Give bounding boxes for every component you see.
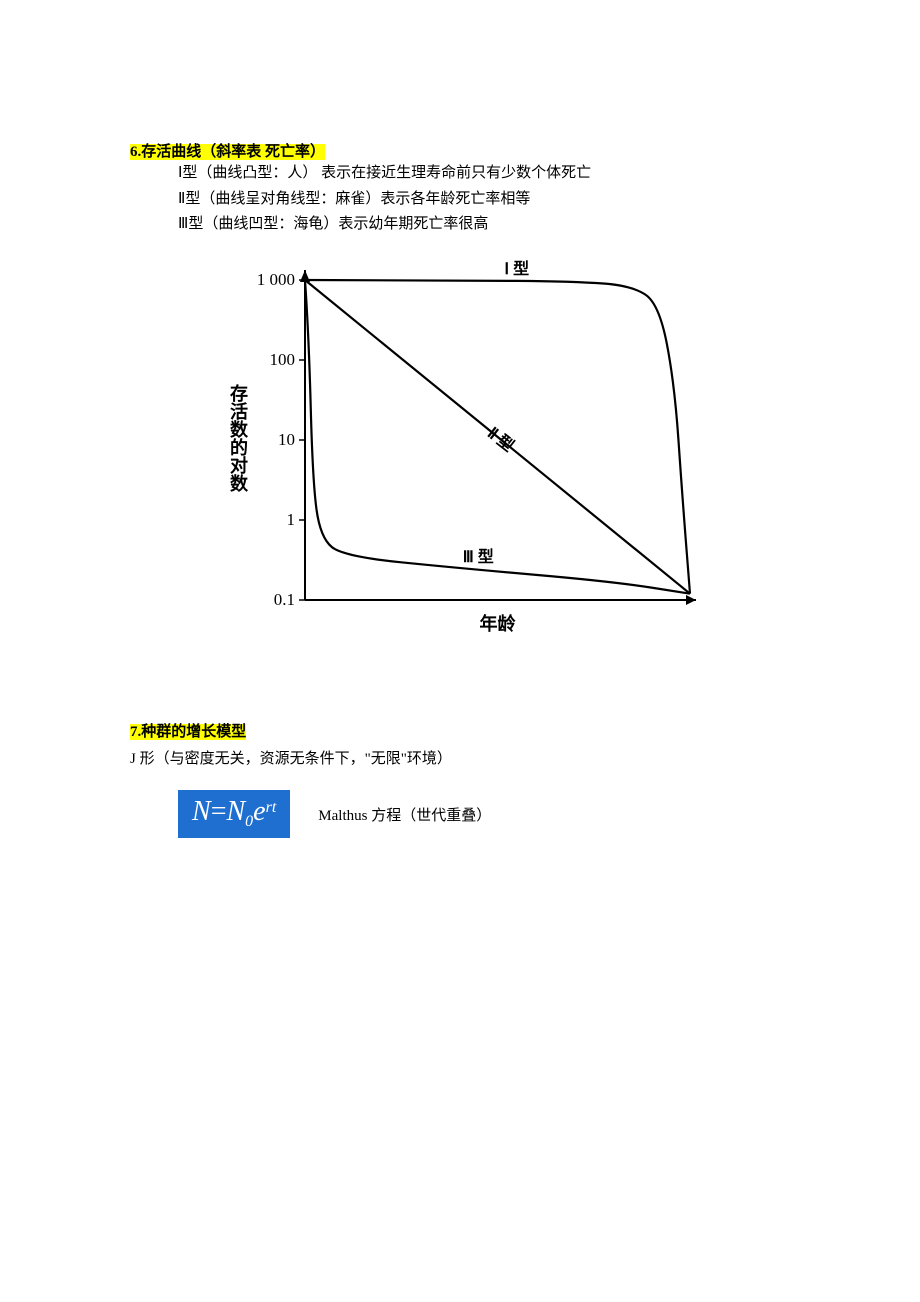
eq-rt: rt [266, 799, 277, 817]
eq-N0-0: 0 [245, 813, 253, 831]
survivorship-chart: 1 0001001010.1存活数的对数年龄Ⅰ 型Ⅱ 型Ⅲ 型 [210, 250, 790, 650]
svg-text:存活数的对数: 存活数的对数 [230, 383, 249, 494]
type1-desc: Ⅰ型（曲线凸型：人） 表示在接近生理寿命前只有少数个体死亡 [178, 161, 790, 187]
section6-title: 6.存活曲线（斜率表 死亡率） [130, 144, 325, 160]
svg-text:年龄: 年龄 [480, 613, 517, 634]
svg-text:100: 100 [270, 350, 296, 369]
svg-text:1 000: 1 000 [257, 270, 295, 289]
eq-equals: = [211, 796, 227, 828]
malthus-equation: N = N0 ert [178, 790, 290, 838]
svg-text:0.1: 0.1 [274, 590, 295, 609]
type3-desc: Ⅲ型（曲线凹型：海龟）表示幼年期死亡率很高 [178, 212, 790, 238]
eq-e: e [253, 796, 265, 828]
eq-N: N [192, 796, 211, 828]
svg-text:Ⅰ 型: Ⅰ 型 [504, 260, 529, 278]
svg-text:10: 10 [278, 430, 295, 449]
malthus-desc: Malthus 方程（世代重叠） [318, 804, 491, 825]
svg-text:Ⅲ 型: Ⅲ 型 [463, 548, 494, 566]
svg-text:1: 1 [287, 510, 296, 529]
section7-title: 7.种群的增长模型 [130, 724, 246, 740]
type2-desc: Ⅱ型（曲线呈对角线型：麻雀）表示各年龄死亡率相等 [178, 187, 790, 213]
j-shape-desc: J 形（与密度无关，资源无条件下，"无限"环境） [130, 747, 790, 773]
eq-N0-N: N [226, 796, 245, 828]
